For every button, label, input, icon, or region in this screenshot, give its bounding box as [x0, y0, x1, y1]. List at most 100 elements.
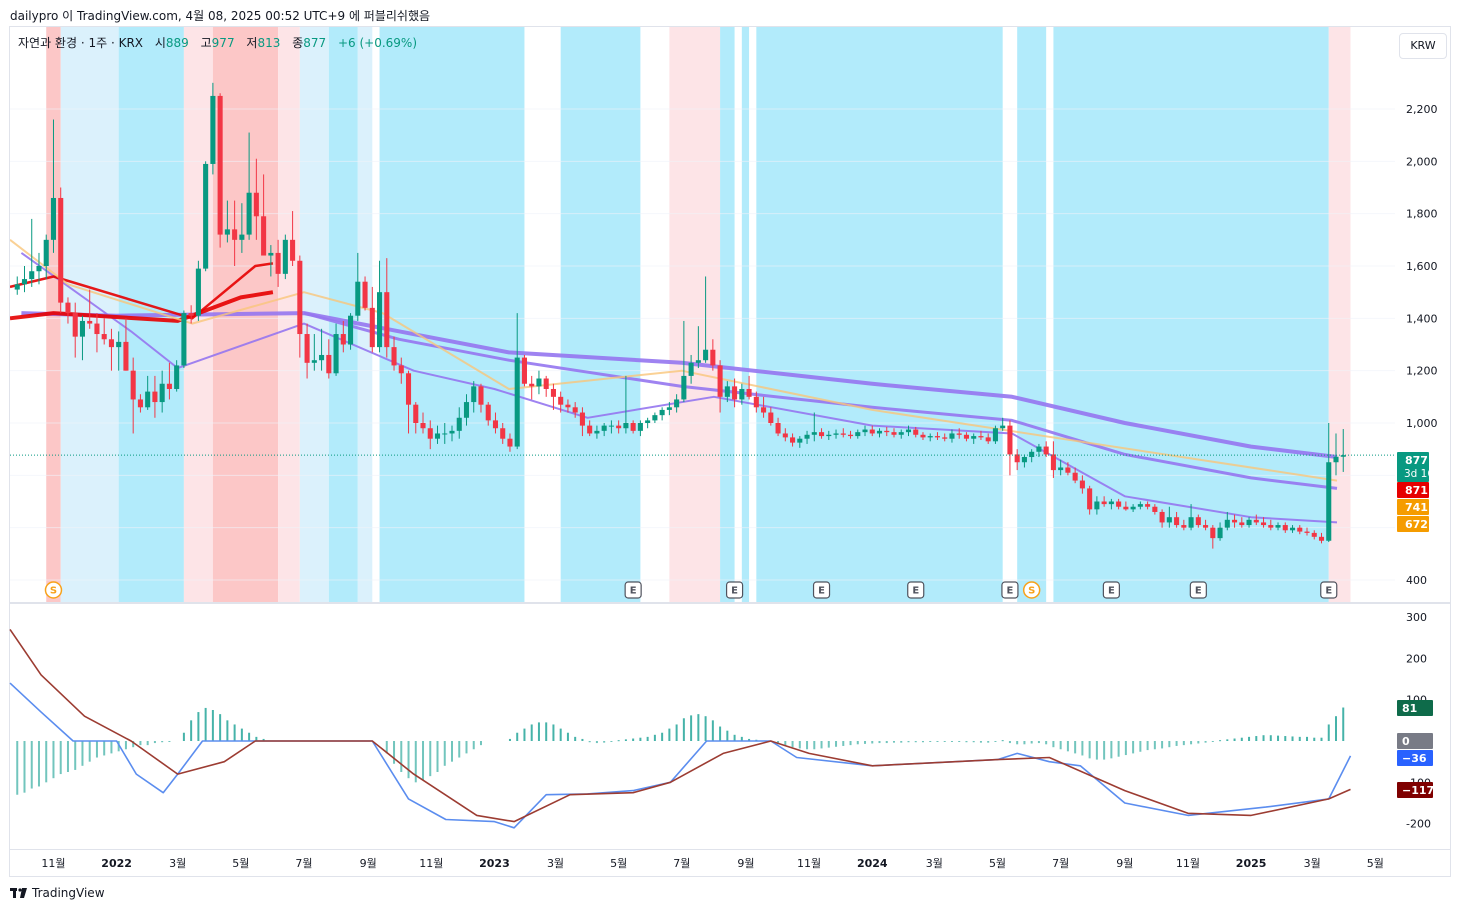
macd-histogram-bar — [856, 741, 859, 745]
candle-body — [297, 260, 303, 335]
candle-body — [58, 197, 64, 303]
candle-body — [1282, 525, 1288, 531]
macd-histogram-bar — [581, 738, 584, 741]
macd-histogram-bar — [523, 728, 526, 741]
candle-body — [732, 386, 738, 400]
candle-body — [521, 357, 527, 384]
macd-histogram-bar — [204, 707, 207, 741]
macd-value-label: −117 — [1402, 784, 1434, 797]
candle-body — [869, 429, 875, 434]
earnings-marker-icon — [812, 581, 831, 599]
candle-body — [876, 430, 883, 434]
price-label-value: 877 — [1405, 454, 1428, 467]
macd-histogram-bar — [530, 724, 533, 741]
candle-body — [971, 436, 977, 439]
time-tick-label: 3월 — [926, 857, 943, 870]
macd-histogram-bar — [726, 730, 729, 741]
macd-histogram-bar — [233, 724, 236, 741]
candle-body — [608, 425, 614, 427]
time-tick-label: 11월 — [1176, 857, 1200, 870]
macd-histogram-bar — [537, 722, 540, 741]
candle-body — [21, 279, 28, 285]
candle-body — [1232, 519, 1238, 523]
candle-body — [384, 292, 390, 348]
macd-histogram-bar — [443, 741, 446, 766]
candle-body — [1159, 511, 1165, 523]
footer-brand: TradingView — [10, 886, 105, 900]
time-tick-label: 9월 — [360, 857, 377, 870]
candle-body — [1087, 488, 1093, 510]
candle-body — [79, 320, 85, 337]
tradingview-logo-icon — [10, 888, 27, 898]
candle-body — [377, 292, 383, 348]
macd-histogram-bar — [1045, 741, 1048, 745]
candle-body — [558, 396, 564, 405]
macd-histogram-bar — [1298, 736, 1301, 741]
candle-body — [529, 383, 535, 387]
macd-histogram-bar — [400, 741, 403, 772]
macd-histogram-bar — [226, 720, 229, 741]
candle-body — [188, 313, 194, 316]
macd-histogram-bar — [103, 741, 106, 756]
earnings-marker-icon — [624, 581, 642, 599]
candle-body — [123, 341, 129, 371]
time-tick-label: 11월 — [797, 857, 821, 870]
bar-countdown-label: 3d 16h — [1404, 468, 1441, 480]
candle-body — [1203, 525, 1209, 528]
macd-histogram-bar — [1175, 741, 1178, 746]
macd-histogram-bar — [900, 741, 903, 743]
macd-histogram-bar — [479, 741, 482, 746]
candle-body — [1297, 527, 1303, 532]
macd-histogram-bar — [161, 741, 164, 743]
macd-histogram-bar — [965, 741, 968, 743]
macd-histogram-bar — [1139, 741, 1142, 752]
candle-body — [666, 407, 672, 410]
symbol-legend: 자연과 환경 · 1주 · KRX 시889 고977 저813 종877 +6… — [18, 34, 417, 51]
candle-body — [992, 428, 998, 442]
candle-body — [891, 432, 897, 435]
candle-body — [1014, 454, 1020, 463]
macd-histogram-bar — [1146, 741, 1149, 751]
candle-body — [905, 429, 912, 433]
moving-average-line — [303, 311, 1338, 490]
candle-body — [174, 365, 180, 389]
candle-body — [514, 357, 520, 447]
candle-body — [413, 404, 419, 423]
candle-body — [775, 423, 781, 434]
candle-body — [319, 354, 325, 361]
macd-value-badge — [1397, 700, 1433, 716]
macd-histogram-bar — [1066, 741, 1069, 752]
candle-body — [1195, 517, 1201, 526]
candle-body — [471, 386, 477, 403]
macd-histogram-bar — [784, 741, 787, 746]
symbol-name[interactable]: 자연과 환경 · 1주 · KRX — [18, 36, 144, 50]
candle-body — [29, 271, 35, 280]
macd-histogram-bar — [632, 738, 635, 741]
candle-body — [203, 163, 209, 269]
macd-histogram-bar — [1204, 741, 1207, 743]
currency-button[interactable]: KRW — [1399, 33, 1447, 59]
candle-body — [1036, 446, 1042, 452]
macd-histogram-bar — [30, 741, 33, 789]
candle-body — [333, 334, 339, 374]
macd-histogram-bar — [979, 741, 982, 743]
macd-histogram-bar — [892, 741, 895, 743]
background-band — [741, 27, 750, 602]
macd-histogram-bar — [610, 741, 613, 742]
open-value: 889 — [165, 36, 189, 50]
macd-tick-label: -200 — [1406, 818, 1431, 831]
candle-body — [688, 362, 694, 376]
candle-body — [1188, 517, 1194, 528]
candle-body — [1145, 504, 1151, 507]
macd-value-badge — [1397, 750, 1433, 766]
earnings-marker-label: E — [630, 586, 637, 597]
candle-body — [1043, 446, 1049, 455]
candle-body — [1239, 522, 1245, 526]
macd-value-label: 81 — [1402, 702, 1417, 715]
time-tick-label: 7월 — [673, 857, 690, 870]
candle-body — [442, 433, 448, 435]
time-axis[interactable]: 11월 2022 3월 5월 7월 9월 11월 2023 3월 5월 7월 9월 11월 2024 3월 5… — [41, 857, 1383, 870]
candle-body — [152, 391, 158, 403]
candle-body — [1311, 532, 1317, 537]
candle-body — [166, 383, 172, 389]
